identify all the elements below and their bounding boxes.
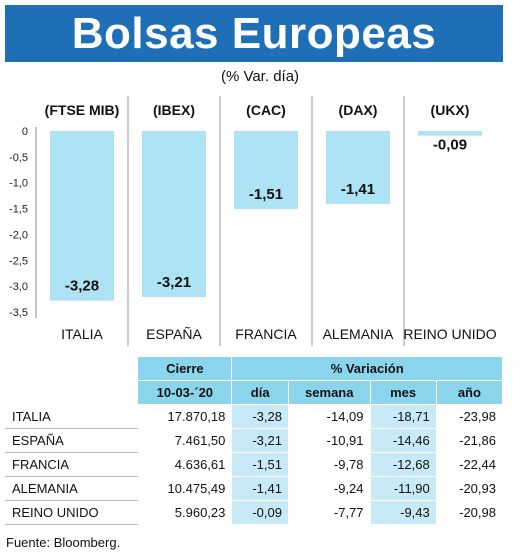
- bar-chart: 0 -0,5 -1,0 -1,5 -2,0 -2,5 -3,0 -3,5 (FTSE MIB) I…: [9, 96, 497, 346]
- category-label: ALEMANIA: [323, 326, 394, 342]
- table-row: ESPAÑA 7.461,50 -3,21 -10,91 -14,46 -21,…: [4, 428, 504, 453]
- cell-mes: -18,71: [369, 404, 437, 429]
- cell-semana: -9,24: [287, 476, 371, 501]
- table-row: FRANCIA 4.636,61 -1,51 -9,78 -12,68 -22,…: [4, 452, 504, 477]
- cell-cierre: 10.475,49: [137, 476, 233, 501]
- row-name: ALEMANIA: [4, 476, 139, 501]
- header-cierre: Cierre: [137, 356, 233, 381]
- y-tick-label: -1,0: [9, 178, 28, 190]
- value-label: -3,28: [65, 278, 99, 295]
- index-label: (UKX): [431, 102, 470, 118]
- table-corner: [5, 356, 138, 381]
- table-row: REINO UNIDO 5.960,23 -0,09 -7,77 -9,43 -…: [4, 500, 504, 525]
- value-label: -1,51: [249, 186, 283, 203]
- category-label: FRANCIA: [235, 326, 297, 342]
- bar: [234, 131, 298, 210]
- index-label: (IBEX): [153, 102, 195, 118]
- cell-semana: -9,78: [287, 452, 371, 477]
- y-tick-label: -3,0: [9, 281, 28, 293]
- row-name: ITALIA: [4, 404, 139, 429]
- index-label: (CAC): [246, 102, 286, 118]
- header-variacion: % Variación: [231, 356, 503, 381]
- cell-mes: -11,90: [369, 476, 437, 501]
- value-label: -3,21: [157, 274, 191, 291]
- row-name: REINO UNIDO: [4, 500, 139, 525]
- index-label: (FTSE MIB): [45, 102, 120, 118]
- chart-subtitle: (% Var. día): [220, 68, 300, 85]
- cell-ano: -20,98: [435, 500, 504, 525]
- header-mes: mes: [369, 380, 437, 405]
- y-tick-label: -0,5: [9, 152, 28, 164]
- header-date: 10-03-´20: [137, 380, 233, 405]
- y-tick-label: -2,0: [9, 229, 28, 241]
- market-table: Cierre % Variación 10-03-´20 día semana …: [4, 356, 504, 525]
- cell-dia: -3,21: [231, 428, 289, 453]
- source-note: Fuente: Bloomberg.: [6, 535, 121, 550]
- category-label: REINO UNIDO: [403, 326, 496, 342]
- cell-dia: -0,09: [231, 500, 289, 525]
- cell-semana: -10,91: [287, 428, 371, 453]
- y-tick-label: 0: [22, 126, 28, 138]
- category-label: ESPAÑA: [146, 326, 202, 342]
- index-label: (DAX): [339, 102, 378, 118]
- category-label: ITALIA: [61, 326, 103, 342]
- cell-mes: -9,43: [369, 500, 437, 525]
- value-label: -1,41: [341, 181, 375, 198]
- row-name: FRANCIA: [4, 452, 139, 477]
- table-row: ALEMANIA 10.475,49 -1,41 -9,24 -11,90 -2…: [4, 476, 504, 501]
- cell-mes: -12,68: [369, 452, 437, 477]
- header-ano: año: [435, 380, 504, 405]
- cell-cierre: 7.461,50: [137, 428, 233, 453]
- cell-ano: -23,98: [435, 404, 504, 429]
- cell-dia: -1,41: [231, 476, 289, 501]
- y-tick-label: -2,5: [9, 255, 28, 267]
- cell-ano: -21,86: [435, 428, 504, 453]
- table-row: ITALIA 17.870,18 -3,28 -14,09 -18,71 -23…: [4, 404, 504, 429]
- header-dia: día: [231, 380, 289, 405]
- cell-semana: -7,77: [287, 500, 371, 525]
- table-corner-2: [5, 380, 138, 405]
- cell-cierre: 4.636,61: [137, 452, 233, 477]
- bar: [142, 131, 206, 298]
- y-tick-label: -3,5: [9, 307, 28, 319]
- cell-dia: -3,28: [231, 404, 289, 429]
- cell-cierre: 17.870,18: [137, 404, 233, 429]
- bar: [50, 131, 114, 301]
- cell-dia: -1,51: [231, 452, 289, 477]
- cell-mes: -14,46: [369, 428, 437, 453]
- bar: [418, 131, 482, 136]
- bar: [326, 131, 390, 204]
- header-semana: semana: [287, 380, 371, 405]
- cell-ano: -22,44: [435, 452, 504, 477]
- row-name: ESPAÑA: [4, 428, 139, 453]
- y-tick-label: -1,5: [9, 204, 28, 216]
- cell-semana: -14,09: [287, 404, 371, 429]
- cell-cierre: 5.960,23: [137, 500, 233, 525]
- cell-ano: -20,93: [435, 476, 504, 501]
- title-bar: Bolsas Europeas: [5, 5, 503, 62]
- value-label: -0,09: [433, 137, 467, 154]
- page-title: Bolsas Europeas: [71, 8, 437, 58]
